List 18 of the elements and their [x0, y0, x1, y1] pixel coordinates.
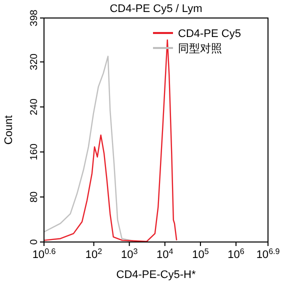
x-tick-label: 10$^{5}$ — [192, 246, 210, 261]
x-tick-label: 10$^{3}$ — [120, 246, 138, 261]
y-tick-label: 0 — [29, 238, 40, 245]
y-axis-title: Count — [3, 115, 15, 145]
x-axis-title: CD4-PE-Cy5-H* — [116, 269, 196, 281]
x-tick-label: 10$^{4}$ — [156, 246, 174, 261]
y-tick-label: 398 — [29, 9, 40, 26]
y-tick-label: 160 — [29, 143, 40, 160]
x-tick-label: 10$^{0.6}$ — [32, 246, 56, 261]
legend-label: 同型对照 — [178, 42, 222, 55]
legend-label: CD4-PE Cy5 — [178, 28, 241, 40]
y-tick-label: 320 — [29, 53, 40, 70]
y-tick-label: 80 — [29, 190, 40, 203]
y-tick-label: 240 — [29, 98, 40, 116]
x-tick-label: 10$^{6.9}$ — [256, 246, 280, 261]
x-tick-label: 10$^{6}$ — [228, 246, 245, 261]
x-tick-label: 10$^{2}$ — [85, 246, 103, 261]
chart-title: CD4-PE Cy5 / Lym — [110, 3, 202, 15]
